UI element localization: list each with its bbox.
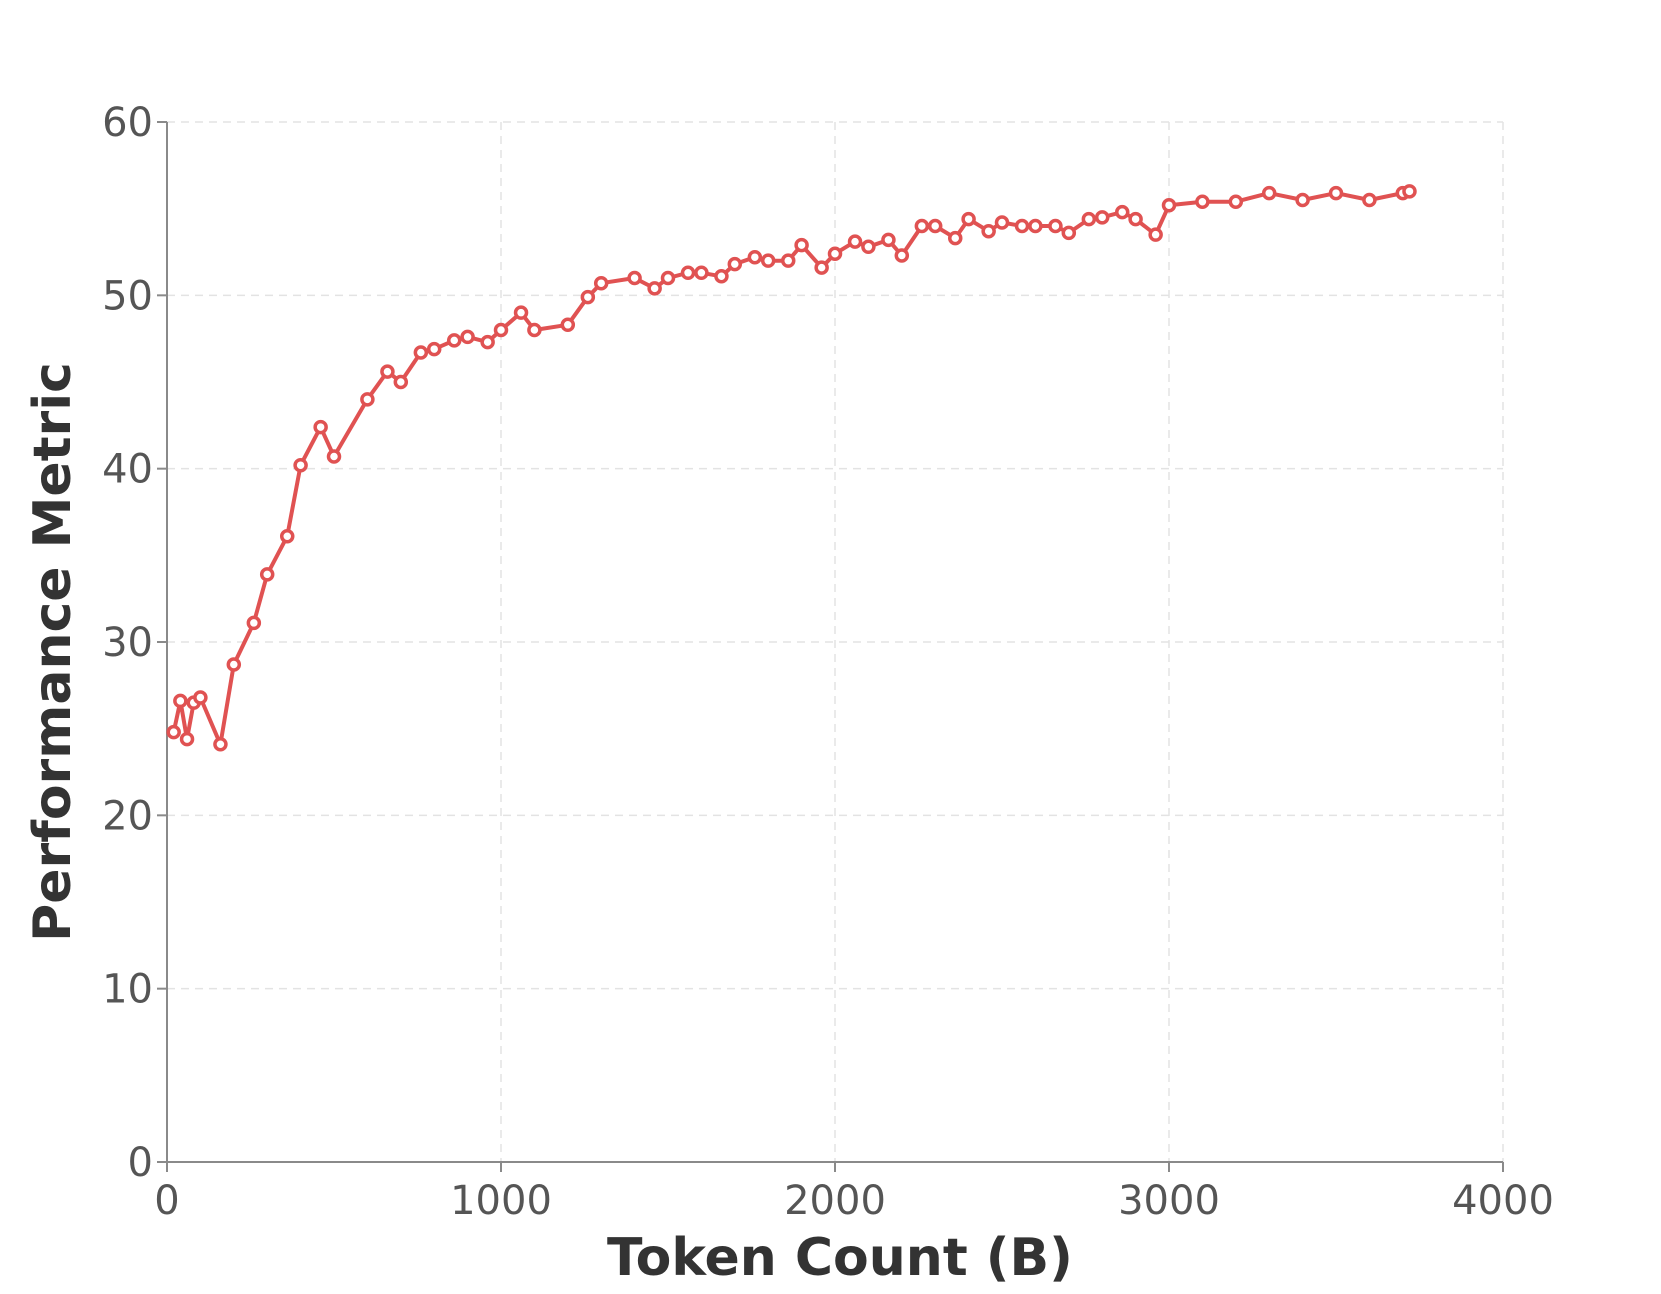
data-point	[947, 230, 963, 246]
data-point	[760, 253, 776, 268]
data-point	[166, 724, 181, 740]
x-tick-label: 1000	[450, 1178, 552, 1224]
grid	[167, 121, 1504, 1162]
data-point	[179, 731, 195, 747]
data-point	[1048, 218, 1063, 234]
data-point	[1028, 218, 1043, 234]
data-point	[1328, 185, 1344, 201]
data-point	[580, 289, 596, 305]
data-point	[694, 265, 709, 281]
data-point	[193, 690, 208, 705]
data-point	[1128, 211, 1143, 227]
data-point	[293, 457, 308, 473]
data-point	[313, 419, 328, 435]
data-point	[881, 232, 896, 248]
x-tick-label: 2000	[784, 1178, 886, 1224]
data-point	[393, 374, 409, 390]
data-point	[426, 341, 442, 357]
data-point	[226, 657, 242, 672]
x-tick-label: 4000	[1452, 1178, 1554, 1224]
data-point	[1094, 210, 1110, 225]
data-point	[927, 218, 943, 234]
y-axis-ticks: 0 10 20 30 40 50 60	[102, 100, 167, 1186]
data-point	[1114, 204, 1130, 220]
data-point	[680, 265, 696, 281]
data-point	[1402, 184, 1417, 199]
data-point	[647, 281, 662, 296]
data-point	[714, 269, 729, 284]
data-point	[380, 364, 395, 379]
data-point	[173, 693, 188, 709]
data-point	[493, 322, 509, 338]
x-axis-title: Token Count (B)	[607, 1228, 1073, 1288]
data-point	[1362, 192, 1377, 208]
data-point	[961, 211, 976, 227]
data-point	[894, 248, 910, 263]
data-point	[627, 270, 642, 286]
data-point	[527, 322, 542, 338]
data-point	[279, 529, 295, 544]
data-point	[1195, 194, 1210, 209]
data-point	[1148, 227, 1163, 242]
data-point	[480, 334, 495, 350]
y-tick-label: 10	[102, 967, 153, 1013]
y-tick-label: 30	[102, 620, 153, 666]
x-axis-ticks: 0 1000 2000 3000 4000	[154, 1162, 1554, 1224]
data-point	[513, 305, 529, 320]
y-tick-label: 60	[102, 100, 153, 146]
data-point	[780, 253, 796, 268]
data-point	[794, 237, 809, 253]
series-line	[171, 189, 1411, 747]
y-axis-title: Performance Metric	[23, 362, 83, 942]
data-point	[847, 234, 863, 249]
y-tick-label: 0	[128, 1140, 153, 1186]
data-point	[213, 737, 228, 752]
data-point	[814, 260, 829, 275]
series-layer	[166, 184, 1417, 752]
data-point	[1014, 218, 1030, 234]
x-tick-label: 0	[154, 1178, 179, 1224]
data-point	[1061, 225, 1077, 241]
data-point	[1261, 185, 1277, 201]
data-point	[1161, 197, 1177, 213]
data-point	[460, 329, 475, 345]
y-tick-label: 40	[102, 447, 153, 493]
data-point	[660, 270, 676, 286]
data-point	[246, 615, 262, 631]
data-point	[861, 239, 876, 255]
y-tick-label: 50	[102, 273, 153, 319]
data-point	[1228, 194, 1244, 209]
data-point	[413, 345, 429, 360]
y-tick-label: 20	[102, 793, 153, 839]
data-point	[914, 218, 930, 234]
data-point	[560, 317, 576, 333]
data-point	[326, 449, 342, 464]
data-point	[727, 256, 743, 272]
data-point	[446, 333, 462, 348]
data-point	[747, 249, 763, 265]
data-point	[1081, 211, 1097, 227]
data-point	[827, 246, 843, 261]
data-point	[360, 392, 375, 407]
data-point	[981, 223, 996, 239]
data-point	[259, 567, 275, 582]
data-point	[1295, 192, 1310, 208]
x-tick-label: 3000	[1118, 1178, 1220, 1224]
data-point	[994, 215, 1010, 230]
data-point	[593, 275, 609, 291]
